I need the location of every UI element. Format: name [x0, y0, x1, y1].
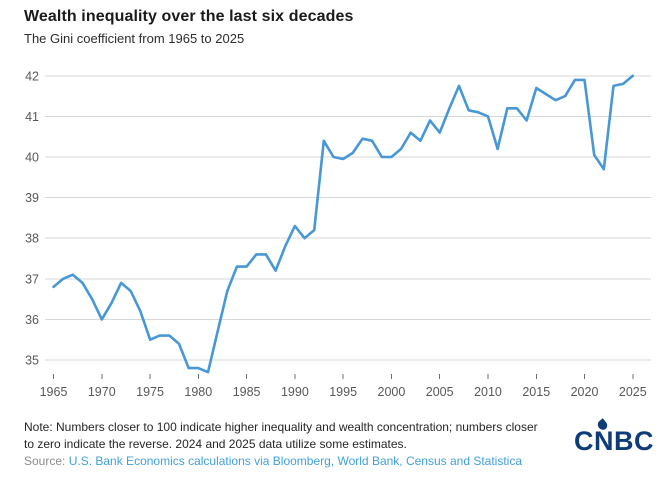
cnbc-logo: CNBC: [574, 418, 654, 457]
note-text: Note: Numbers closer to 100 indicate hig…: [24, 419, 589, 452]
chart-subtitle: The Gini coefficient from 1965 to 2025: [24, 31, 245, 46]
x-axis-label: 2000: [378, 385, 406, 399]
y-axis-label: 38: [25, 232, 39, 246]
x-axis-label: 1965: [40, 385, 68, 399]
x-axis-label: 2025: [619, 385, 647, 399]
chart-title: Wealth inequality over the last six deca…: [24, 8, 354, 25]
cnbc-logo-text: CNBC: [574, 426, 654, 456]
source-link[interactable]: U.S. Bank Economics calculations via Blo…: [68, 454, 523, 468]
x-axis-label: 1985: [233, 385, 261, 399]
x-axis-label: 2020: [571, 385, 599, 399]
x-axis-label: 2010: [474, 385, 502, 399]
x-axis-label: 1975: [136, 385, 164, 399]
x-axis-label: 1995: [329, 385, 357, 399]
x-axis-label: 1990: [281, 385, 309, 399]
y-axis-label: 42: [25, 69, 39, 83]
y-axis-label: 37: [25, 272, 39, 286]
gini-line-chart: 35 36 37 38 39 40 41 42 1965 1970 1975 1980 1985 1990…: [25, 69, 651, 399]
y-axis-label: 35: [25, 354, 39, 368]
y-axis-label: 40: [25, 151, 39, 165]
x-axis-label: 2015: [522, 385, 550, 399]
y-axis-label: 36: [25, 313, 39, 327]
source-label: Source:: [24, 454, 69, 468]
note-line-2: to zero indicate the reverse. 2024 and 2…: [24, 436, 407, 451]
gini-series-line: [52, 74, 635, 374]
y-axis-label: 39: [25, 191, 39, 205]
x-axis-label: 2005: [426, 385, 454, 399]
source-line: Source: U.S. Bank Economics calculations…: [24, 454, 522, 468]
x-axis-label: 1980: [184, 385, 212, 399]
x-axis-label: 1970: [88, 385, 116, 399]
note-line-1: Note: Numbers closer to 100 indicate hig…: [24, 420, 538, 434]
y-axis-label: 41: [25, 110, 39, 124]
